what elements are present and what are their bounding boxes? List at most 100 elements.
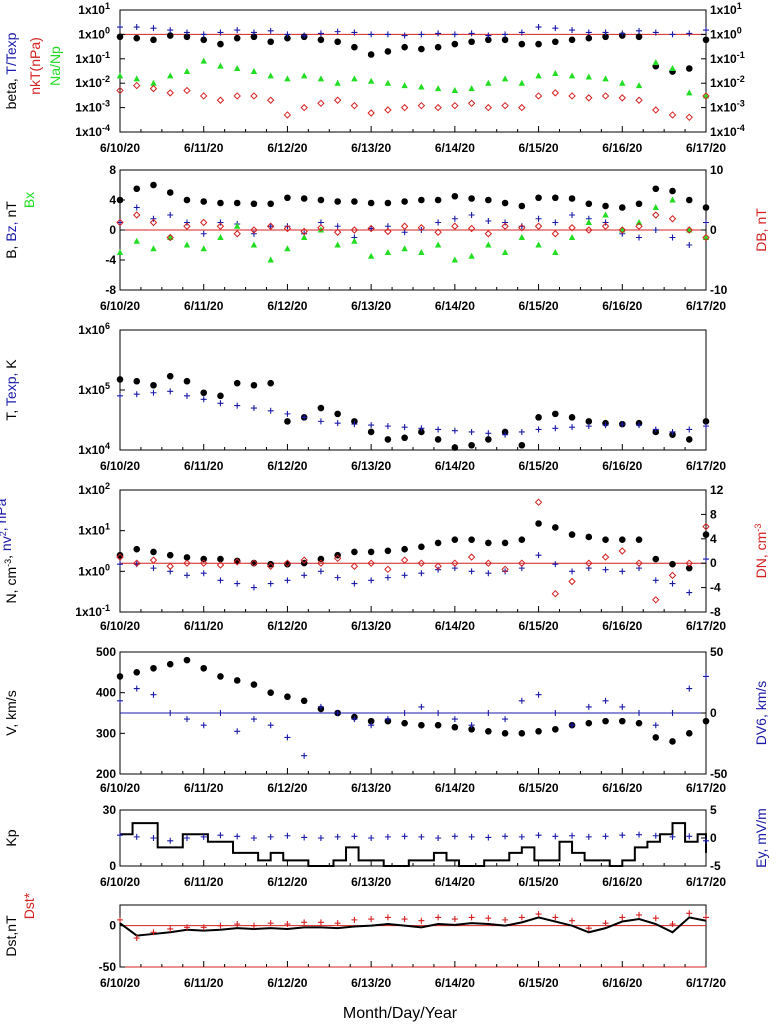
data-point <box>602 717 609 725</box>
plot-frame <box>119 904 707 968</box>
data-point <box>384 31 391 38</box>
data-point <box>585 833 592 840</box>
data-point <box>552 561 559 568</box>
data-point <box>200 396 207 403</box>
data-point <box>117 832 123 839</box>
data-point <box>234 580 241 587</box>
data-point <box>585 703 592 710</box>
data-point <box>702 418 710 425</box>
data-point <box>117 561 123 568</box>
data-point <box>702 92 710 100</box>
data-point <box>300 195 308 202</box>
y2-tick-label: 0 <box>710 556 717 570</box>
y-tick-label: 1x100 <box>78 562 110 578</box>
data-point <box>267 833 274 840</box>
data-point <box>401 245 408 252</box>
data-point <box>602 422 609 429</box>
data-point <box>351 833 358 840</box>
x-tick-label: 6/13/20 <box>351 619 391 633</box>
x-tick-label: 6/14/20 <box>435 976 475 990</box>
y2-tick-label: 50 <box>710 645 724 659</box>
data-point <box>301 919 308 926</box>
data-point <box>552 914 559 921</box>
data-point <box>217 577 224 584</box>
data-point <box>200 57 207 64</box>
data-point <box>501 539 509 547</box>
data-point <box>200 664 208 672</box>
data-point <box>234 402 241 409</box>
data-point <box>635 536 643 543</box>
y-tick-label: 0 <box>109 223 116 237</box>
data-point <box>166 189 174 196</box>
data-point <box>167 925 174 932</box>
data-point <box>301 572 308 579</box>
data-point <box>384 48 392 55</box>
data-point <box>601 553 610 561</box>
data-point <box>284 418 291 425</box>
x-tick-label: 6/15/20 <box>519 976 559 990</box>
data-point <box>317 75 325 82</box>
data-point <box>451 192 459 200</box>
y-tick-label: 1x10-1 <box>75 50 110 66</box>
data-point <box>367 77 375 84</box>
data-point <box>400 222 409 230</box>
data-point <box>217 673 224 680</box>
data-point <box>468 441 475 449</box>
data-point <box>334 710 341 716</box>
data-point <box>702 204 710 211</box>
data-point <box>418 83 425 90</box>
data-point <box>233 558 241 566</box>
data-point <box>501 101 509 110</box>
data-point <box>652 59 659 66</box>
data-point <box>602 75 609 82</box>
data-point <box>669 580 676 587</box>
data-point <box>552 249 559 255</box>
data-point <box>602 211 609 218</box>
data-point <box>585 226 593 234</box>
data-point <box>585 200 593 208</box>
x-axis-title: Month/Day/Year <box>343 1005 458 1022</box>
data-point <box>183 554 191 561</box>
data-point <box>552 524 559 531</box>
data-point <box>652 596 660 604</box>
data-point <box>451 716 458 723</box>
data-point <box>116 196 124 204</box>
data-point <box>534 92 543 100</box>
x-tick-label: 6/12/20 <box>267 875 307 889</box>
data-point <box>451 536 459 543</box>
data-point <box>618 226 626 234</box>
x-tick-label: 6/11/20 <box>184 781 224 795</box>
data-point <box>451 87 459 94</box>
data-point <box>351 548 358 556</box>
data-point <box>585 29 592 36</box>
data-point <box>367 559 375 567</box>
data-point <box>652 577 659 584</box>
data-point <box>619 832 626 839</box>
data-point <box>183 559 191 567</box>
data-point <box>703 27 709 34</box>
data-point <box>133 24 140 31</box>
data-point <box>250 716 257 723</box>
data-point <box>552 219 559 226</box>
data-point <box>317 226 325 233</box>
data-point <box>317 224 325 232</box>
y-axis-label: Dst,nT <box>3 915 19 957</box>
data-point <box>284 577 291 584</box>
x-tick-label: 6/16/20 <box>602 619 642 633</box>
data-point <box>384 436 392 443</box>
data-point <box>702 233 710 242</box>
data-point <box>301 752 308 759</box>
data-point <box>200 245 207 252</box>
data-point <box>418 425 425 432</box>
data-point <box>568 92 576 100</box>
data-point <box>267 27 274 34</box>
data-point <box>518 202 526 210</box>
y-tick-label: -4 <box>105 253 116 267</box>
data-point <box>133 685 140 692</box>
data-point <box>166 562 174 570</box>
y2-axis-label: DV6, km/s <box>753 681 769 746</box>
data-point <box>183 68 191 75</box>
data-point <box>200 555 208 563</box>
data-point <box>669 560 676 568</box>
x-tick-label: 6/12/20 <box>267 141 307 155</box>
